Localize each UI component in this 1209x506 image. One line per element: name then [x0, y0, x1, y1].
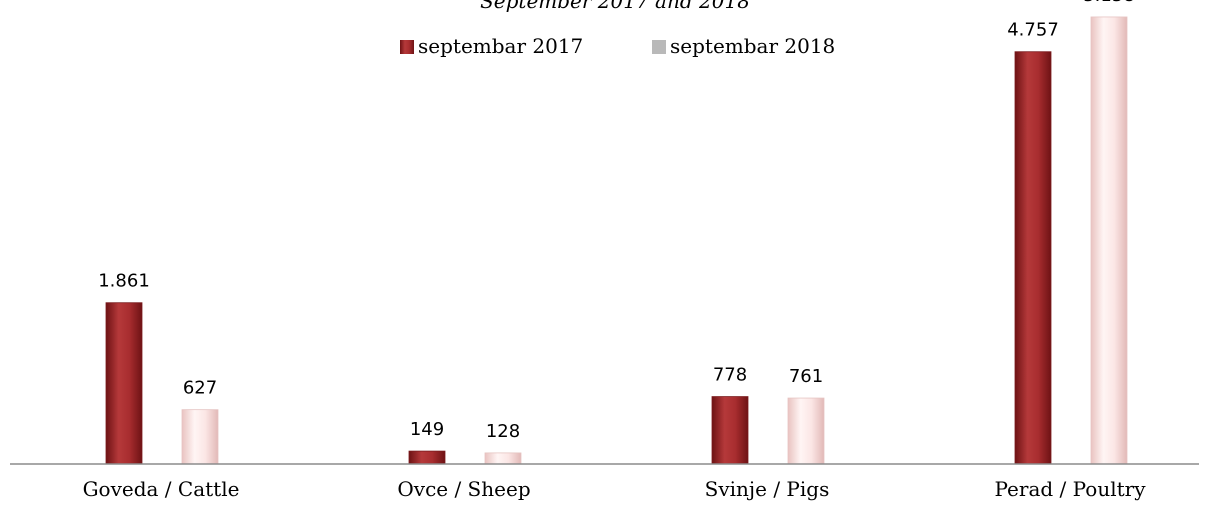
value-label-goveda-cattle-septembar-2017: 1.861 [98, 271, 150, 292]
category-label-ovce-sheep: Ovce / Sheep [397, 477, 530, 501]
value-labels: 1.861 627 149 128 778 761 4.757 5.158 [98, 0, 1135, 442]
value-label-perad-poultry-septembar-2018: 5.158 [1083, 0, 1135, 6]
bar-perad-poultry-septembar-2017 [1014, 51, 1052, 465]
category-labels: Goveda / Cattle Ovce / Sheep Svinje / Pigs… [83, 477, 1147, 501]
bar-goveda-cattle-septembar-2018 [181, 409, 219, 465]
value-label-ovce-sheep-septembar-2017: 149 [410, 419, 444, 440]
bar-svinje-pigs-septembar-2018 [787, 397, 825, 465]
bar-svinje-pigs-septembar-2017 [711, 396, 749, 465]
bar-ovce-sheep-septembar-2018 [484, 452, 522, 465]
legend-label-septembar-2017: septembar 2017 [418, 34, 583, 58]
legend-swatch-septembar-2018 [652, 40, 666, 54]
legend-label-septembar-2018: septembar 2018 [670, 34, 835, 58]
category-label-svinje-pigs: Svinje / Pigs [705, 477, 830, 501]
value-label-ovce-sheep-septembar-2018: 128 [486, 421, 520, 442]
value-label-goveda-cattle-septembar-2018: 627 [183, 378, 217, 399]
bars [105, 16, 1128, 465]
chart-title: September 2017 and 2018 [480, 0, 750, 13]
legend: septembar 2017 septembar 2018 [400, 34, 835, 58]
bar-perad-poultry-septembar-2018 [1090, 16, 1128, 465]
value-label-svinje-pigs-septembar-2017: 778 [713, 365, 747, 386]
value-label-perad-poultry-septembar-2017: 4.757 [1007, 20, 1059, 41]
value-label-svinje-pigs-septembar-2018: 761 [789, 366, 823, 387]
legend-swatch-septembar-2017 [400, 40, 414, 54]
category-label-goveda-cattle: Goveda / Cattle [83, 477, 240, 501]
bar-ovce-sheep-septembar-2017 [408, 450, 446, 465]
category-label-perad-poultry: Perad / Poultry [995, 477, 1147, 501]
bar-goveda-cattle-septembar-2017 [105, 302, 143, 465]
